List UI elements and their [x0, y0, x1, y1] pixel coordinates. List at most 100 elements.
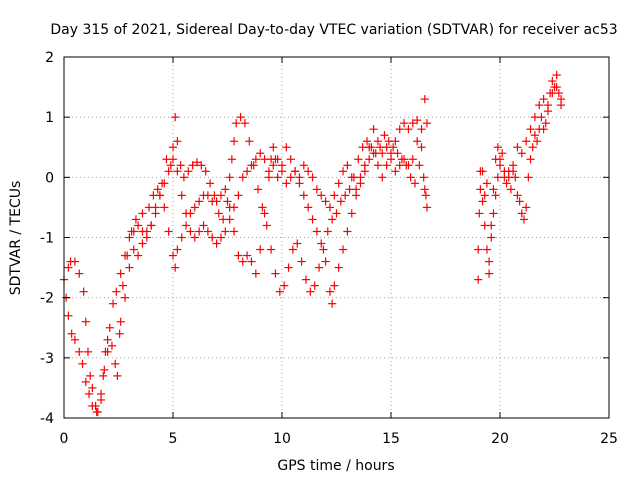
- data-point: [301, 275, 311, 284]
- data-point: [144, 203, 154, 212]
- data-point: [526, 155, 535, 164]
- data-point: [554, 88, 563, 98]
- data-point: [75, 269, 84, 278]
- data-point: [208, 233, 217, 242]
- data-point: [504, 167, 513, 176]
- data-point: [485, 257, 494, 266]
- data-point: [535, 101, 544, 110]
- data-point: [317, 191, 326, 200]
- y-tick-label: -2: [40, 291, 54, 307]
- data-point: [314, 263, 324, 272]
- data-point: [286, 155, 295, 164]
- data-point: [142, 227, 151, 236]
- data-point: [120, 293, 130, 302]
- data-point: [413, 116, 422, 125]
- data-point: [420, 95, 429, 104]
- data-point: [108, 299, 118, 308]
- data-point: [380, 131, 389, 140]
- data-point: [369, 149, 378, 158]
- data-point: [422, 119, 432, 128]
- data-point: [181, 209, 191, 218]
- data-point: [190, 203, 199, 212]
- data-point: [253, 185, 263, 194]
- data-point: [395, 125, 404, 134]
- data-point: [236, 113, 245, 122]
- data-point: [476, 167, 485, 176]
- data-point: [184, 167, 193, 176]
- data-point: [304, 167, 313, 176]
- data-point: [181, 221, 191, 230]
- data-point: [299, 191, 308, 200]
- data-point: [162, 155, 171, 164]
- x-tick-label: 5: [169, 431, 178, 447]
- data-point: [487, 221, 496, 230]
- data-point: [151, 209, 160, 218]
- data-point: [70, 257, 80, 266]
- data-point: [422, 203, 432, 212]
- data-point: [308, 215, 317, 224]
- data-point: [195, 197, 204, 206]
- data-point: [84, 389, 94, 399]
- data-point: [369, 125, 378, 134]
- data-point: [475, 209, 484, 218]
- data-point: [273, 173, 282, 182]
- data-point: [487, 233, 496, 242]
- data-point: [485, 269, 494, 278]
- data-point: [325, 287, 335, 296]
- data-point: [297, 257, 306, 266]
- data-point: [376, 143, 385, 152]
- data-point: [269, 161, 278, 170]
- grid-lines: [64, 57, 609, 418]
- data-point: [356, 179, 365, 188]
- data-point: [299, 161, 308, 170]
- data-point: [347, 173, 356, 182]
- data-point: [280, 281, 289, 290]
- data-point: [293, 239, 302, 248]
- data-point: [164, 167, 173, 176]
- data-point: [229, 203, 239, 212]
- data-point: [319, 245, 328, 254]
- data-point: [171, 113, 180, 122]
- data-point: [243, 167, 252, 176]
- data-point: [227, 155, 236, 164]
- data-point: [116, 317, 125, 326]
- data-point: [96, 389, 106, 399]
- data-point: [347, 209, 356, 218]
- data-point: [539, 95, 548, 104]
- data-point: [532, 137, 542, 146]
- data-point: [238, 173, 247, 182]
- data-point: [478, 197, 487, 206]
- data-point: [129, 227, 138, 236]
- data-point: [81, 317, 90, 326]
- data-point: [86, 371, 95, 380]
- data-point: [515, 197, 524, 206]
- data-point: [112, 287, 121, 296]
- data-point: [260, 209, 269, 218]
- data-point: [495, 155, 505, 164]
- data-point: [526, 125, 535, 134]
- data-point: [118, 281, 127, 290]
- data-point: [373, 161, 383, 170]
- data-point: [70, 335, 80, 344]
- data-point: [480, 191, 489, 200]
- data-point: [524, 173, 533, 182]
- y-tick-label: 1: [45, 110, 54, 126]
- data-point: [282, 143, 291, 152]
- data-point: [493, 173, 502, 182]
- data-point: [243, 251, 252, 260]
- data-point: [334, 179, 343, 188]
- data-point: [321, 257, 330, 266]
- data-point: [508, 161, 518, 170]
- data-point: [493, 143, 502, 152]
- data-point: [408, 119, 417, 128]
- data-point: [171, 263, 180, 272]
- x-axis-ticks: 0 5 10 15 20 25: [60, 57, 618, 447]
- data-point: [262, 221, 271, 230]
- data-point: [275, 287, 284, 296]
- data-point: [212, 239, 221, 248]
- data-point: [421, 191, 430, 200]
- data-point: [312, 227, 321, 236]
- data-point: [391, 137, 400, 146]
- data-point: [474, 245, 483, 254]
